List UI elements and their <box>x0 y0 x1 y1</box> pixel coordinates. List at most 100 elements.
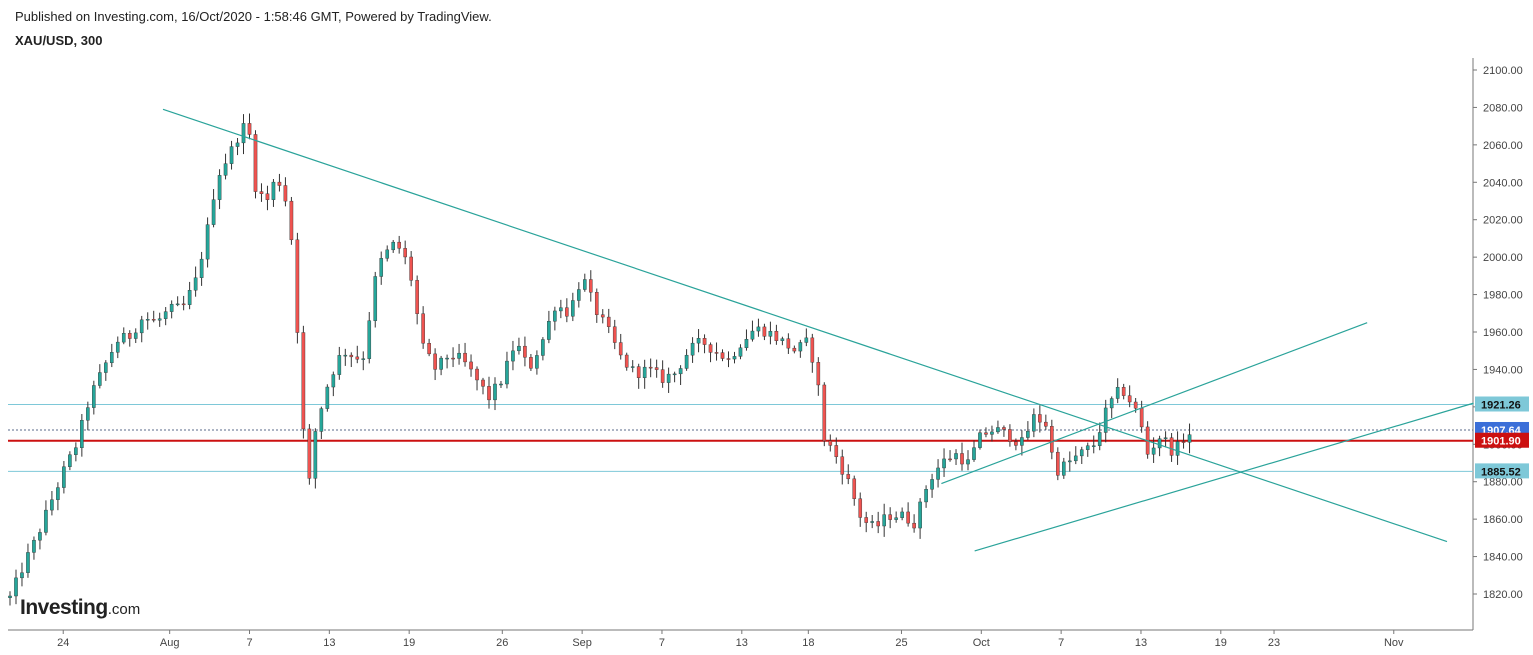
candle-body <box>487 386 491 401</box>
trendline-channel-lower <box>974 402 1474 552</box>
candle-body <box>1169 437 1174 456</box>
candle-body <box>50 499 54 511</box>
candle-body <box>205 224 210 260</box>
candle-body <box>732 356 737 360</box>
candle-body <box>1121 387 1126 396</box>
candle-body <box>690 342 695 356</box>
candle-body <box>223 163 228 176</box>
candle-body <box>577 289 581 301</box>
candle-body <box>337 355 342 375</box>
candle-body <box>355 356 360 360</box>
candle-29 <box>181 295 186 311</box>
y-tick-label: 1980.00 <box>1483 290 1523 302</box>
candle-body <box>14 577 18 597</box>
candle-69 <box>421 306 425 349</box>
level-tag-0: 1921.26 <box>1475 396 1529 412</box>
candle-body <box>319 408 324 432</box>
candle-34 <box>211 189 216 228</box>
candle-body <box>187 290 192 305</box>
candle-body <box>133 332 138 339</box>
candle-191 <box>1151 437 1156 463</box>
candle-115 <box>696 329 701 353</box>
candle-body <box>301 332 306 430</box>
candle-body <box>541 339 545 356</box>
candle-body <box>1032 414 1036 432</box>
y-tick-label: 1820.00 <box>1483 589 1523 601</box>
candle-body <box>157 318 162 321</box>
candle-101 <box>612 319 617 350</box>
x-tick-label: Aug <box>160 637 180 649</box>
candle-body <box>888 514 892 520</box>
candle-1 <box>14 569 18 605</box>
candle-174 <box>1050 419 1054 460</box>
candle-body <box>636 366 641 379</box>
candle-143 <box>864 511 869 533</box>
candle-body <box>193 277 198 291</box>
trendline-channel-upper <box>941 322 1368 485</box>
candle-193 <box>1163 431 1168 448</box>
candle-52 <box>319 406 324 439</box>
candle-110 <box>666 367 671 393</box>
candle-99 <box>600 309 605 324</box>
y-tick-label: 2000.00 <box>1483 252 1523 264</box>
candle-71 <box>433 348 437 381</box>
candle-66 <box>403 240 407 265</box>
candle-65 <box>397 235 401 254</box>
candle-body <box>367 320 372 359</box>
candle-162 <box>978 429 982 450</box>
candle-body <box>44 509 48 533</box>
candle-102 <box>618 333 623 360</box>
candle-body <box>1026 430 1030 438</box>
candle-30 <box>187 281 192 310</box>
candle-body <box>523 345 527 358</box>
candle-body <box>624 354 629 368</box>
time-axis: 24 Aug 7 13 19 26 Sep 7 13 18 25 Oct 7 13 19 23 Nov <box>57 630 1404 649</box>
candle-62 <box>379 251 384 285</box>
candle-165 <box>996 420 1000 434</box>
candle-body <box>163 311 168 319</box>
candle-180 <box>1085 442 1090 457</box>
candle-body <box>1097 432 1102 446</box>
candle-25 <box>157 312 162 327</box>
candle-12 <box>80 414 84 457</box>
candle-body <box>750 330 755 340</box>
candle-body <box>900 511 904 518</box>
x-tick-label: Sep <box>572 637 592 649</box>
candle-131 <box>792 345 797 354</box>
candle-body <box>181 303 186 306</box>
candlestick-series <box>8 113 1192 606</box>
candle-body <box>684 354 689 369</box>
x-tick-label: 19 <box>403 637 415 649</box>
candle-body <box>127 333 132 339</box>
candle-59 <box>361 351 366 371</box>
candle-87 <box>529 353 533 371</box>
y-tick-label: 2020.00 <box>1483 215 1523 227</box>
candle-body <box>361 358 366 360</box>
candle-body <box>1020 437 1024 446</box>
candle-body <box>559 307 563 312</box>
candle-70 <box>427 338 431 357</box>
candle-body <box>774 330 779 341</box>
candle-body <box>1044 421 1048 427</box>
candle-107 <box>648 358 653 378</box>
candle-58 <box>355 345 360 364</box>
candle-49 <box>301 325 306 439</box>
candle-body <box>151 319 156 321</box>
candle-body <box>92 385 96 408</box>
candle-85 <box>517 337 521 355</box>
candle-124 <box>750 320 755 342</box>
candle-142 <box>858 492 863 527</box>
candle-91 <box>553 306 557 331</box>
candle-body <box>385 249 390 259</box>
candle-body <box>68 454 72 467</box>
candle-122 <box>738 344 743 360</box>
x-tick-label: 26 <box>496 637 508 649</box>
candle-body <box>247 123 252 135</box>
candle-8 <box>56 482 60 511</box>
candle-body <box>307 428 312 479</box>
candle-17 <box>109 343 114 368</box>
candle-175 <box>1056 447 1060 481</box>
candle-84 <box>511 340 515 371</box>
level-tag-2: 1901.90 <box>1475 432 1529 448</box>
candle-64 <box>391 239 396 253</box>
